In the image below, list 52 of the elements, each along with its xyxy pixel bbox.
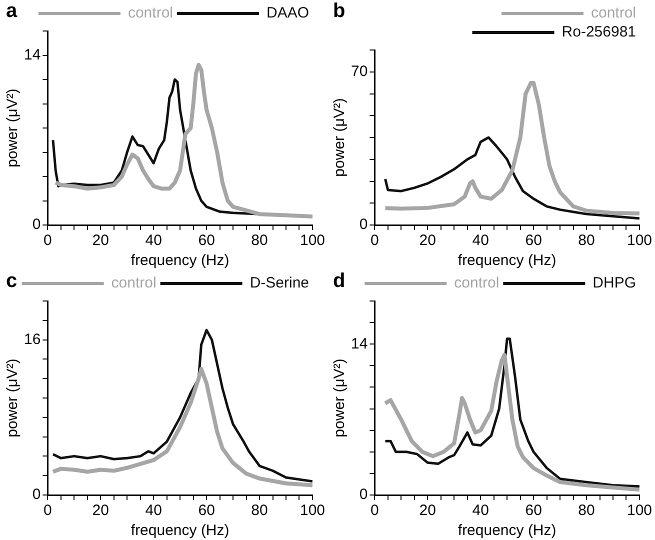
x-tick-label: 100 [300, 232, 325, 250]
x-tick-label: 20 [92, 502, 109, 520]
text: Ro-256981 [562, 24, 636, 41]
x-tick-label: 40 [472, 232, 489, 250]
text: control [111, 274, 156, 292]
y-axis-title: power (μV²) [331, 98, 348, 177]
x-tick-label: 60 [198, 232, 215, 250]
y-tick-label: 16 [24, 330, 41, 348]
x-tick-label: 0 [370, 502, 379, 520]
x-tick-label: 60 [525, 232, 542, 250]
text: control [454, 274, 500, 292]
text: control [128, 4, 173, 22]
x-tick-label: 80 [251, 232, 268, 250]
y-tick-label: 0 [359, 486, 368, 504]
x-axis-title: frequency (Hz) [458, 252, 556, 270]
x-tick-label: 20 [419, 232, 436, 250]
x-tick-label: 60 [525, 502, 542, 520]
text: control [590, 4, 636, 22]
x-tick-label: 100 [300, 502, 325, 520]
x-axis-title: frequency (Hz) [458, 522, 556, 540]
x-tick-label: 100 [626, 232, 652, 250]
x-tick-label: 80 [578, 232, 595, 250]
x-axis-title: frequency (Hz) [130, 252, 230, 270]
x-tick-label: 40 [472, 502, 489, 520]
y-tick-label: 14 [350, 335, 368, 352]
y-tick-label: 0 [32, 486, 41, 504]
y-axis-title: power (μV²) [4, 88, 22, 168]
x-tick-label: 80 [578, 502, 595, 520]
x-axis-title: frequency (Hz) [130, 522, 230, 540]
x-tick-label: 80 [251, 502, 268, 520]
text: DHPG [592, 274, 636, 292]
text: DAAO [266, 4, 310, 22]
x-tick-label: 40 [145, 502, 162, 520]
x-tick-label: 0 [44, 502, 52, 520]
y-tick-label: 0 [32, 216, 41, 234]
x-tick-label: 100 [626, 502, 652, 520]
chart-title: a [6, 0, 18, 23]
x-tick-label: 60 [198, 502, 215, 520]
y-tick-label: 0 [359, 216, 368, 234]
y-tick-label: 70 [350, 63, 368, 80]
y-axis-title: power (μV²) [331, 358, 348, 438]
y-axis-title: power (μV²) [4, 358, 22, 438]
x-tick-label: 20 [419, 502, 436, 520]
chart-title: b [333, 0, 346, 23]
x-tick-label: 40 [145, 232, 162, 250]
x-tick-label: 0 [44, 232, 52, 250]
chart-title: c [6, 270, 18, 293]
x-tick-label: 0 [370, 232, 379, 250]
text: D-Serine [250, 274, 309, 292]
x-tick-label: 20 [92, 232, 109, 250]
y-tick-label: 14 [24, 46, 41, 64]
chart-title: d [333, 270, 346, 293]
